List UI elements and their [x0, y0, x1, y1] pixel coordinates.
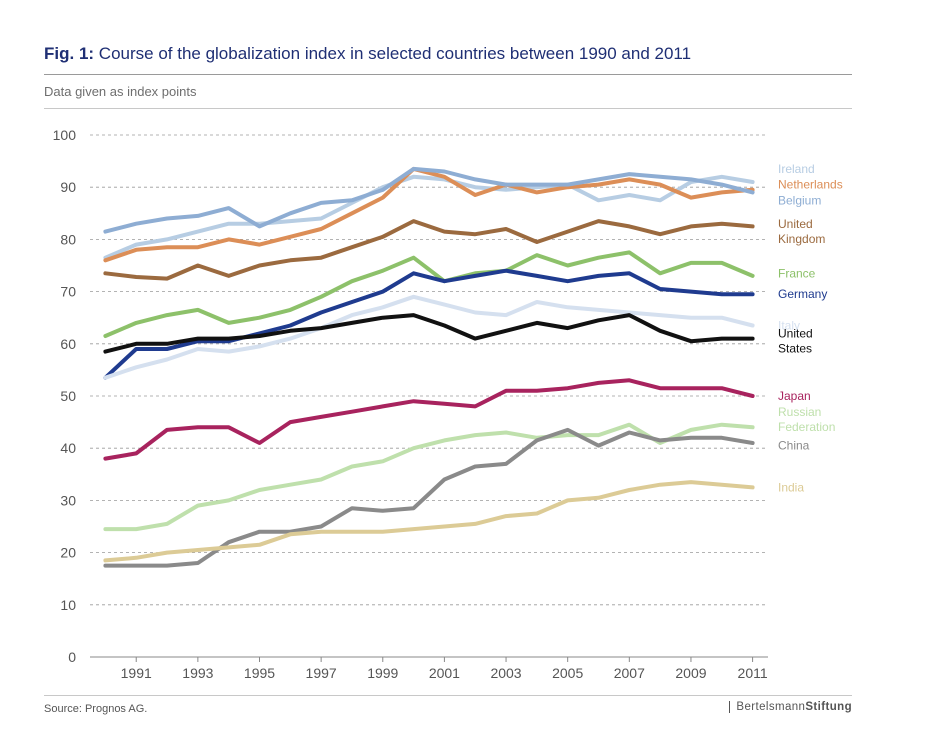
series-line-italy [103, 294, 755, 380]
chart-title: Fig. 1: Course of the globalization inde… [44, 44, 691, 64]
legend-label-russian-federation: Federation [778, 420, 835, 434]
x-tick-label: 2001 [429, 665, 460, 681]
legend-label-italy: Italy [778, 319, 800, 333]
series-line-japan [103, 378, 755, 461]
x-tick-label: 1995 [244, 665, 275, 681]
subtitle-rule [44, 108, 852, 109]
figure-title-text: Course of the globalization index in sel… [98, 44, 692, 63]
title-rule [44, 74, 852, 75]
series-line-united-states [103, 313, 755, 354]
x-tick-label: 1999 [367, 665, 398, 681]
legend-label-belgium: Belgium [778, 193, 821, 207]
x-tick-label: 2003 [490, 665, 521, 681]
footer-rule [44, 695, 852, 696]
series-line-belgium [103, 166, 755, 234]
series-line-united-kingdom [103, 219, 755, 281]
x-tick-label: 1993 [182, 665, 213, 681]
series-line-germany [103, 268, 755, 380]
legend-label-united-states: United [778, 327, 813, 341]
y-tick-label: 60 [60, 336, 76, 352]
legend-label-netherlands: Netherlands [778, 178, 843, 192]
y-tick-label: 70 [60, 284, 76, 300]
legend-label-united-states: States [778, 342, 812, 356]
x-tick-label: 2007 [614, 665, 645, 681]
publisher-logo: BertelsmannStiftung [729, 701, 852, 713]
y-tick-label: 10 [60, 597, 76, 613]
x-tick-label: 1997 [306, 665, 337, 681]
series-line-france [103, 250, 755, 338]
series-line-india [103, 480, 755, 563]
chart-subtitle: Data given as index points [44, 84, 197, 99]
legend-label-ireland: Ireland [778, 162, 815, 176]
series-line-china [103, 427, 755, 568]
series-line-netherlands [103, 166, 755, 263]
y-tick-label: 80 [60, 231, 76, 247]
y-tick-label: 0 [68, 649, 76, 665]
legend-label-united-kingdom: United [778, 217, 813, 231]
y-tick-label: 100 [53, 127, 77, 143]
series-line-russian-federation [103, 422, 755, 532]
logo-part-1: Bertelsmann [736, 701, 806, 713]
source-note: Source: Prognos AG. [44, 703, 148, 715]
legend-label-united-kingdom: Kingdom [778, 232, 825, 246]
x-tick-label: 1991 [121, 665, 152, 681]
y-tick-label: 30 [60, 492, 76, 508]
x-tick-label: 2005 [552, 665, 583, 681]
y-tick-label: 90 [60, 179, 76, 195]
y-tick-label: 50 [60, 388, 76, 404]
figure-label: Fig. 1: [44, 44, 95, 63]
legend-label-india: India [778, 480, 804, 494]
legend-label-france: France [778, 266, 816, 280]
logo-part-2: Stiftung [805, 701, 852, 713]
y-tick-label: 20 [60, 545, 76, 561]
legend-label-japan: Japan [778, 389, 811, 403]
legend-label-russian-federation: Russian [778, 405, 821, 419]
series-line-ireland [103, 174, 755, 260]
y-tick-label: 40 [60, 440, 76, 456]
legend-label-germany: Germany [778, 287, 827, 301]
x-tick-label: 2011 [738, 665, 768, 681]
legend-label-china: China [778, 439, 810, 453]
x-tick-label: 2009 [675, 665, 706, 681]
